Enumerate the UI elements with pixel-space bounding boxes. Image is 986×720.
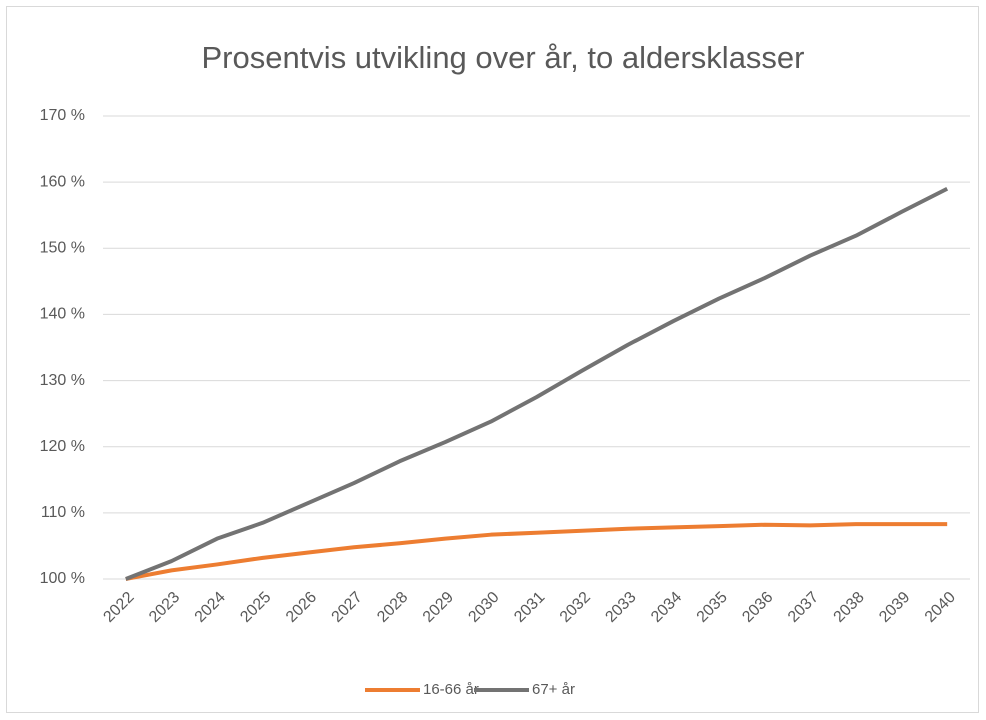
series-line bbox=[125, 522, 948, 581]
series-line bbox=[125, 186, 949, 581]
y-tick-label: 150 % bbox=[40, 240, 85, 257]
chart-title: Prosentvis utvikling over år, to aldersk… bbox=[201, 40, 804, 75]
y-tick-label: 100 % bbox=[40, 570, 85, 587]
legend-label: 67+ år bbox=[532, 681, 575, 698]
y-tick-label: 130 % bbox=[40, 372, 85, 389]
chart-border bbox=[6, 6, 979, 713]
y-tick-label: 120 % bbox=[40, 438, 85, 455]
y-tick-label: 170 % bbox=[40, 107, 85, 124]
y-tick-label: 110 % bbox=[41, 504, 85, 521]
y-tick-label: 140 % bbox=[40, 306, 85, 323]
legend-label: 16-66 år bbox=[423, 681, 479, 698]
y-tick-label: 160 % bbox=[40, 173, 85, 190]
